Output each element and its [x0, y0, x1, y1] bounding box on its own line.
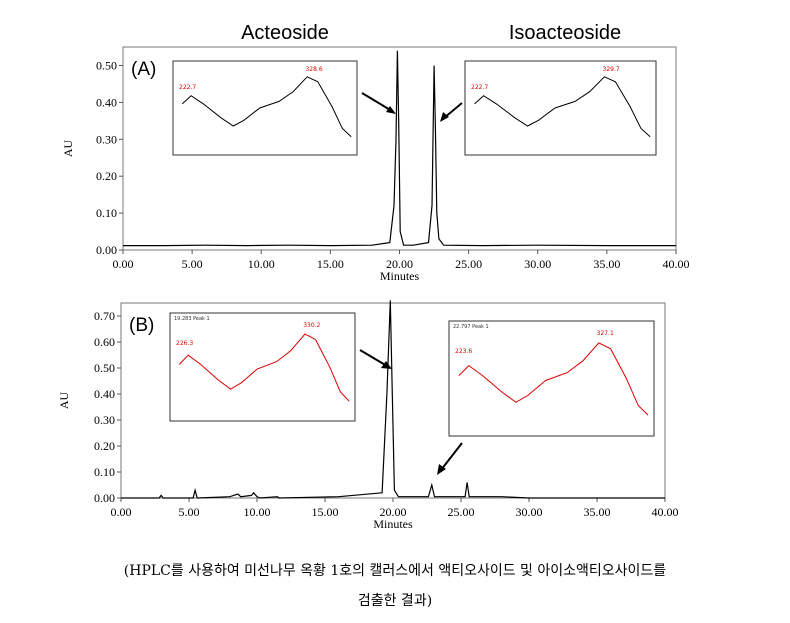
x-axis-label: Minutes	[380, 269, 420, 283]
x-tick-label: 15.00	[312, 505, 339, 519]
x-tick-label: 25.00	[448, 505, 475, 519]
y-axis-label: AU	[57, 392, 71, 410]
figure-caption: (HPLC를 사용하여 미선나무 옥황 1호의 캘러스에서 액티오사이드 및 아…	[20, 556, 770, 616]
y-tick-label: 0.40	[94, 387, 115, 401]
inset-a-1-frame	[172, 60, 358, 156]
y-tick-label: 0.10	[96, 206, 117, 220]
inset-a-2-spectrum	[474, 76, 651, 138]
arrow-acteoside-b	[359, 349, 388, 367]
chart-a: Acteoside Isoacteoside 0.00 5.00 10.00 15.00 2…	[61, 22, 690, 283]
chromatogram-line	[123, 50, 676, 247]
peak-title-acteoside: Acteoside	[241, 22, 329, 44]
x-axis-label: Minutes	[373, 517, 413, 531]
x-tick-label: 40.00	[663, 257, 690, 271]
inset-a-1-spectrum	[181, 76, 352, 138]
inset-a-1-peak-label-2: 328.6	[305, 66, 322, 73]
x-tick-label: 30.00	[516, 505, 543, 519]
y-tick-label: 0.70	[94, 309, 115, 323]
arrowhead-isoacteoside	[440, 112, 449, 122]
x-tick-label: 20.00	[380, 505, 407, 519]
inset-b-1-peak-label-2: 330.2	[303, 322, 320, 329]
x-tick-label: 0.00	[111, 505, 132, 519]
inset-a-2-frame	[464, 60, 657, 156]
x-tick-label: 5.00	[182, 257, 203, 271]
y-tick-label: 0.30	[96, 132, 117, 146]
arrowhead-acteoside-b	[381, 361, 392, 369]
x-tick-label: 15.00	[317, 257, 344, 271]
x-tick-label: 10.00	[244, 505, 271, 519]
y-tick-label: 0.00	[96, 243, 117, 257]
y-tick-label: 0.40	[96, 95, 117, 109]
panel-label: (A)	[131, 59, 156, 80]
inset-b-2-spectrum	[458, 342, 649, 416]
y-tick-label: 0.60	[94, 335, 115, 349]
x-tick-label: 35.00	[593, 257, 620, 271]
caption-line-1: (HPLC를 사용하여 미선나무 옥황 1호의 캘러스에서 액티오사이드 및 아…	[123, 563, 667, 579]
chart-b: 0.00 5.00 10.00 15.00 20.00 25.00 30.00 35.00 40…	[57, 300, 679, 531]
x-tick-label: 10.00	[248, 257, 275, 271]
arrowhead-acteoside	[386, 106, 396, 114]
x-tick-label: 35.00	[584, 505, 611, 519]
inset-b-1-header: 19.283 Peak 1	[174, 316, 210, 322]
inset-b-2-peak-label-2: 327.1	[597, 330, 614, 337]
arrowhead-isoacteoside-b	[437, 464, 446, 475]
x-tick-label: 25.00	[455, 257, 482, 271]
caption-line-2: 검출한 결과)	[357, 593, 433, 609]
x-tick-label: 20.00	[386, 257, 413, 271]
inset-b-2-header: 22.797 Peak 1	[453, 324, 489, 330]
chromatogram-line	[121, 300, 665, 499]
arrow-isoacteoside-b	[440, 442, 463, 471]
y-tick-label: 0.10	[94, 465, 115, 479]
arrow-acteoside	[361, 92, 393, 112]
inset-b-1-spectrum	[178, 333, 350, 402]
inset-a-1-peak-label-1: 222.7	[179, 84, 196, 91]
x-tick-label: 30.00	[524, 257, 551, 271]
x-tick-label: 5.00	[179, 505, 200, 519]
y-tick-label: 0.50	[94, 361, 115, 375]
inset-a-2-peak-label-2: 329.7	[603, 66, 620, 73]
y-tick-label: 0.20	[94, 439, 115, 453]
y-tick-label: 0.00	[94, 491, 115, 505]
y-tick-label: 0.20	[96, 169, 117, 183]
y-tick-label: 0.50	[96, 58, 117, 72]
inset-b-2-peak-label-1: 223.6	[455, 348, 472, 355]
panel-label: (B)	[129, 315, 154, 336]
inset-b-1-peak-label-1: 226.3	[176, 340, 193, 347]
x-tick-label: 0.00	[113, 257, 134, 271]
y-tick-label: 0.30	[94, 413, 115, 427]
inset-a-2-peak-label-1: 222.7	[471, 84, 488, 91]
peak-title-isoacteoside: Isoacteoside	[509, 22, 621, 44]
x-tick-label: 40.00	[652, 505, 679, 519]
y-axis-label: AU	[61, 140, 75, 158]
